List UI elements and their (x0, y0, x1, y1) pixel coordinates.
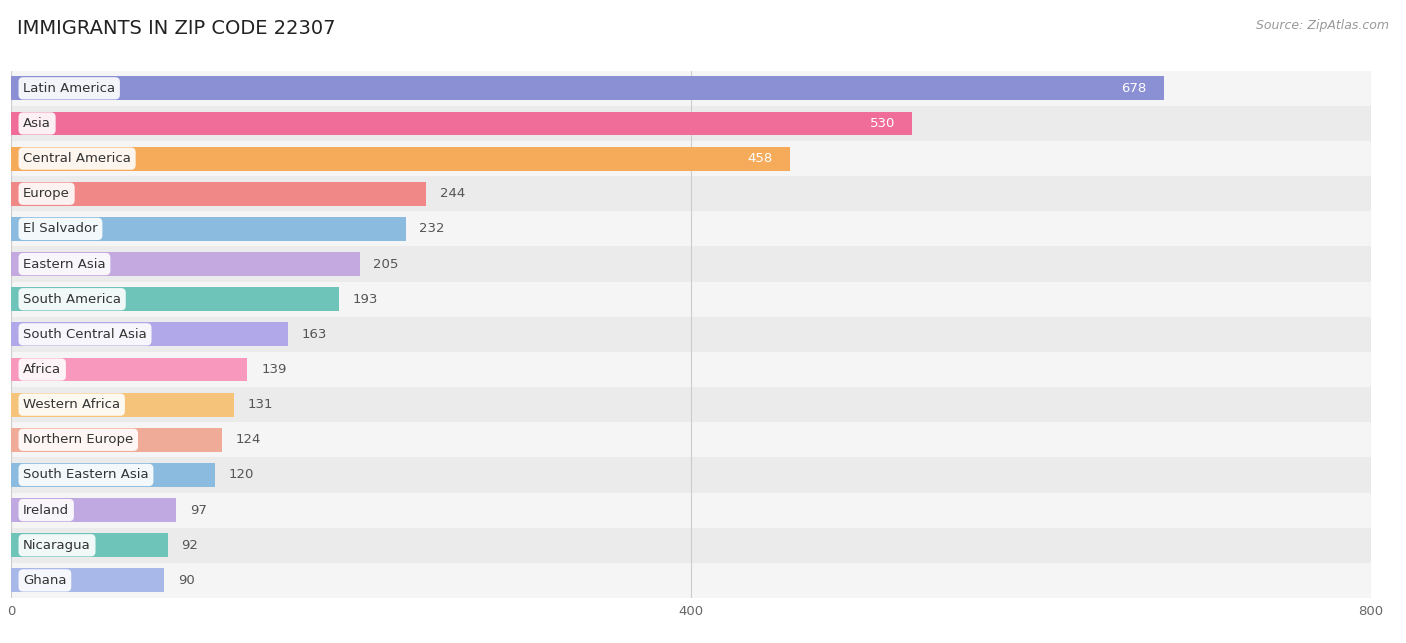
Text: 120: 120 (229, 469, 254, 482)
Text: 530: 530 (870, 117, 896, 130)
Bar (11, 457, 1406, 493)
Bar (11, 352, 1406, 387)
Bar (11, 317, 1406, 352)
Text: South Central Asia: South Central Asia (22, 328, 146, 341)
Text: El Salvador: El Salvador (22, 222, 98, 235)
Text: Central America: Central America (22, 152, 131, 165)
Text: 90: 90 (177, 574, 194, 587)
Text: 92: 92 (181, 539, 198, 552)
Bar (11, 147, 790, 170)
Bar (11, 282, 1406, 317)
Bar (11, 182, 426, 206)
Bar (11, 71, 1406, 106)
Bar (11, 246, 1406, 282)
Bar (11, 77, 1164, 100)
Bar (11, 563, 1406, 598)
Text: Eastern Asia: Eastern Asia (22, 258, 105, 271)
Text: 232: 232 (419, 222, 444, 235)
Bar (11, 106, 1406, 141)
Text: 244: 244 (440, 187, 465, 200)
Bar (11, 568, 165, 592)
Bar (11, 111, 912, 136)
Bar (11, 493, 1406, 528)
Bar (11, 217, 405, 241)
Text: Source: ZipAtlas.com: Source: ZipAtlas.com (1256, 19, 1389, 32)
Bar (11, 141, 1406, 176)
Text: Europe: Europe (22, 187, 70, 200)
Bar (11, 212, 1406, 246)
Text: IMMIGRANTS IN ZIP CODE 22307: IMMIGRANTS IN ZIP CODE 22307 (17, 19, 336, 39)
Bar (11, 387, 1406, 422)
Bar (11, 287, 339, 311)
Bar (11, 322, 288, 347)
Text: 163: 163 (302, 328, 328, 341)
Bar (11, 463, 215, 487)
Bar (11, 393, 233, 417)
Text: Western Africa: Western Africa (22, 398, 121, 411)
Bar (11, 422, 1406, 457)
Text: Ireland: Ireland (22, 503, 69, 516)
Bar (11, 176, 1406, 212)
Text: 97: 97 (190, 503, 207, 516)
Bar (11, 498, 176, 522)
Bar (11, 428, 222, 452)
Text: Asia: Asia (22, 117, 51, 130)
Text: 205: 205 (373, 258, 399, 271)
Text: South Eastern Asia: South Eastern Asia (22, 469, 149, 482)
Text: 678: 678 (1121, 82, 1146, 95)
Bar (11, 528, 1406, 563)
Bar (11, 252, 360, 276)
Text: Ghana: Ghana (22, 574, 66, 587)
Text: 193: 193 (353, 293, 378, 305)
Text: Latin America: Latin America (22, 82, 115, 95)
Bar (11, 533, 167, 557)
Text: South America: South America (22, 293, 121, 305)
Text: 458: 458 (748, 152, 773, 165)
Text: 124: 124 (236, 433, 262, 446)
Text: 139: 139 (262, 363, 287, 376)
Bar (11, 358, 247, 381)
Text: Nicaragua: Nicaragua (22, 539, 91, 552)
Text: 131: 131 (247, 398, 273, 411)
Text: Africa: Africa (22, 363, 62, 376)
Text: Northern Europe: Northern Europe (22, 433, 134, 446)
